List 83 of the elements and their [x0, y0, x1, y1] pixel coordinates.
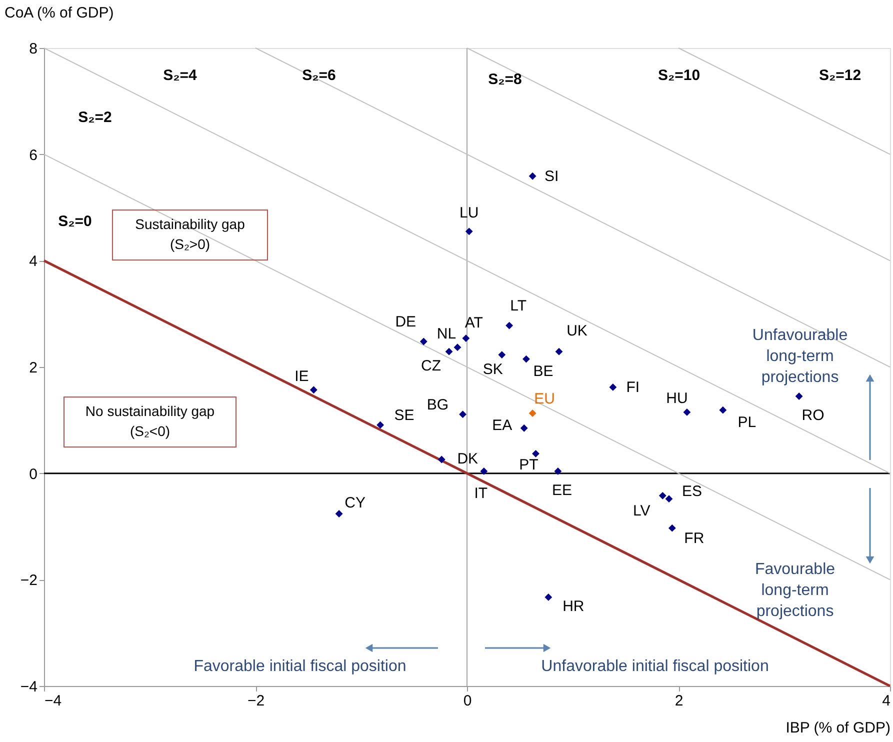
y-tick-label: 2: [29, 360, 38, 376]
annotation: EA: [492, 417, 512, 434]
annotation: Unfavourable long-term projections: [752, 327, 848, 386]
point: [465, 228, 473, 236]
annotation: BG: [426, 396, 449, 414]
annotation: SK: [482, 360, 503, 378]
x-tick-label: 0: [463, 692, 472, 710]
y-axis-title: CoA (% of GDP): [4, 4, 114, 22]
point: [420, 338, 428, 346]
annotation: S₂=10: [658, 67, 700, 84]
x-tick-label: 2: [674, 692, 684, 710]
point: [668, 524, 676, 532]
annotation: IT: [474, 485, 488, 502]
annotation: FI: [626, 379, 640, 396]
point: [445, 348, 453, 356]
annotation: IE: [294, 368, 309, 385]
annotation: SI: [544, 168, 559, 186]
annotation: S₂=0: [58, 213, 92, 230]
annotation: S₂=12: [818, 67, 862, 84]
point: [665, 495, 673, 503]
point: [554, 468, 562, 475]
point: [555, 348, 563, 356]
annotation: No sustainability gap (S₂<0): [85, 403, 215, 439]
annotation: PL: [738, 414, 756, 432]
point: [532, 450, 540, 458]
annotation: AT: [464, 314, 483, 332]
y-tick-label: 6: [29, 146, 38, 164]
annotation: S₂=8: [488, 71, 522, 88]
point: [544, 594, 552, 601]
annotation: RO: [802, 407, 824, 424]
annotation: Favourable long-term projections: [754, 561, 836, 620]
point: [520, 424, 528, 432]
y-tick-label: 8: [29, 40, 38, 58]
point: [609, 383, 617, 391]
point: [658, 492, 666, 500]
point: [335, 510, 343, 518]
x-tick-label: 4: [882, 692, 890, 710]
annotation: SE: [394, 406, 414, 424]
y-tick-label: 4: [29, 253, 38, 270]
annotation: LT: [510, 298, 527, 315]
annotation: ES: [682, 482, 702, 500]
annotation: Unfavorable initial fiscal position: [541, 658, 769, 675]
point: [528, 410, 536, 417]
x-tick-label: −4: [44, 692, 62, 710]
point: [376, 421, 384, 429]
annotation: LU: [460, 204, 479, 222]
point: [528, 172, 536, 180]
x-tick-label: −2: [247, 692, 265, 710]
annotation: DK: [457, 450, 478, 468]
annotation: CZ: [421, 358, 442, 375]
annotation: FR: [684, 530, 704, 548]
annotation: S₂=2: [78, 109, 112, 126]
annotation: BE: [533, 363, 554, 380]
annotation: NL: [436, 325, 456, 342]
point: [438, 456, 446, 464]
annotation: Favorable initial fiscal position: [194, 658, 406, 675]
point: [462, 334, 470, 342]
point: [310, 386, 318, 394]
annotation: S₂=4: [163, 67, 198, 84]
annotation: HR: [562, 598, 584, 616]
point: [795, 392, 803, 400]
x-axis-title: IBP (% of GDP): [786, 720, 890, 736]
point: [522, 355, 530, 363]
point: [480, 468, 488, 475]
annotation: CY: [344, 494, 366, 512]
point: [498, 351, 506, 358]
point: [683, 408, 691, 416]
y-tick-label: 0: [29, 466, 38, 483]
point: [459, 410, 466, 418]
annotation: Sustainability gap (S₂>0): [135, 216, 246, 252]
annotation: UK: [566, 322, 588, 340]
annotation: PT: [519, 456, 538, 474]
series-label: EU: [534, 390, 555, 408]
annotation: S₂=6: [302, 67, 336, 84]
point: [719, 406, 727, 414]
annotation: EE: [552, 482, 572, 500]
annotation: HU: [666, 390, 688, 408]
point: [454, 344, 462, 352]
y-tick-label: −4: [20, 678, 38, 696]
y-tick-label: −2: [20, 572, 38, 590]
annotation: LV: [633, 502, 650, 520]
annotation: DE: [395, 313, 416, 330]
point: [506, 322, 514, 330]
